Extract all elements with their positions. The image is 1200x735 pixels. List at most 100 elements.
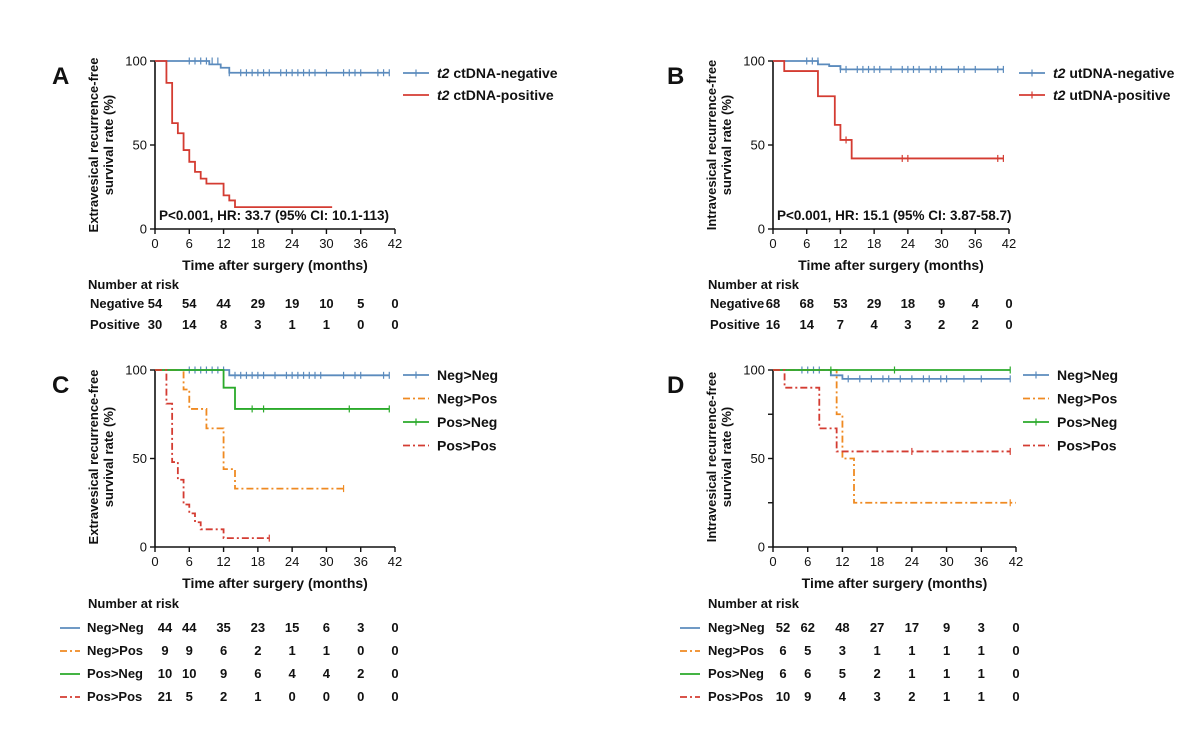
risk-table-title: Number at risk: [88, 277, 180, 292]
x-tick-label: 12: [833, 236, 847, 251]
risk-row-label: Positive: [710, 317, 760, 332]
panel-letter: B: [667, 63, 684, 90]
legend-label-rest: ctDNA-positive: [449, 87, 553, 103]
legend-label: t2 utDNA-positive: [1053, 87, 1171, 103]
risk-value: 3: [874, 689, 881, 704]
panel-d: D Intravesical recurrence-freesurvival ra…: [667, 363, 1118, 705]
risk-value: 6: [779, 666, 786, 681]
risk-value: 6: [804, 666, 811, 681]
risk-value: 6: [323, 620, 330, 635]
risk-value: 21: [158, 689, 172, 704]
stats-annotation: P<0.001, HR: 15.1 (95% CI: 3.87-58.7): [777, 208, 1012, 223]
y-tick-label: 100: [125, 363, 147, 378]
x-tick-label: 12: [216, 554, 230, 569]
x-tick-label: 0: [151, 236, 158, 251]
risk-value: 3: [357, 620, 364, 635]
risk-value: 0: [391, 620, 398, 635]
risk-value: 17: [905, 620, 919, 635]
risk-value: 1: [978, 643, 985, 658]
risk-value: 0: [391, 643, 398, 658]
x-tick-label: 30: [939, 554, 953, 569]
legend-label-italic: t2: [1053, 87, 1066, 103]
risk-value: 0: [323, 689, 330, 704]
legend-label: Neg>Neg: [437, 367, 498, 383]
km-curve-neg-neg: [773, 369, 1011, 380]
risk-value: 29: [251, 296, 265, 311]
x-tick-label: 36: [968, 236, 982, 251]
risk-value: 1: [943, 666, 950, 681]
risk-value: 3: [839, 643, 846, 658]
x-axis-label: Time after surgery (months): [802, 575, 988, 591]
risk-value: 0: [357, 689, 364, 704]
risk-value: 7: [837, 317, 844, 332]
x-tick-label: 18: [251, 236, 265, 251]
risk-value: 0: [1012, 689, 1019, 704]
risk-value: 27: [870, 620, 884, 635]
risk-value: 44: [216, 296, 231, 311]
risk-row-label: Negative: [710, 296, 764, 311]
x-tick-label: 6: [186, 236, 193, 251]
legend-label: Neg>Pos: [1057, 391, 1118, 407]
risk-value: 2: [220, 689, 227, 704]
risk-value: 48: [835, 620, 849, 635]
x-tick-label: 36: [353, 554, 367, 569]
risk-value: 4: [871, 317, 879, 332]
risk-table-title: Number at risk: [88, 596, 180, 611]
risk-row-label: Neg>Pos: [87, 643, 143, 658]
y-tick-label: 0: [140, 540, 147, 555]
km-curve-t2-ctdna-negative: [155, 60, 390, 74]
risk-row-label: Neg>Neg: [708, 620, 765, 635]
x-tick-label: 0: [151, 554, 158, 569]
risk-value: 30: [148, 317, 162, 332]
risk-value: 9: [220, 666, 227, 681]
risk-value: 9: [161, 643, 168, 658]
risk-value: 18: [901, 296, 915, 311]
risk-value: 0: [391, 666, 398, 681]
y-tick-label: 50: [751, 138, 765, 153]
x-tick-label: 6: [186, 554, 193, 569]
legend-label-italic: t2: [437, 87, 450, 103]
x-tick-label: 30: [319, 554, 333, 569]
km-curve-t2-ctdna-positive: [155, 60, 333, 209]
legend-label: Neg>Pos: [437, 391, 498, 407]
km-curve-t2-utdna-positive: [773, 60, 1004, 160]
y-axis-label-line: survival rate (%): [719, 407, 734, 507]
x-tick-label: 18: [867, 236, 881, 251]
x-tick-label: 24: [901, 236, 915, 251]
risk-value: 1: [289, 317, 296, 332]
y-axis-label: Intravesical recurrence-freesurvival rat…: [704, 372, 734, 543]
x-tick-label: 42: [388, 554, 402, 569]
legend-label-italic: t2: [437, 65, 450, 81]
risk-value: 0: [1012, 643, 1019, 658]
legend-label-rest: utDNA-positive: [1065, 87, 1170, 103]
risk-value: 0: [1005, 296, 1012, 311]
y-axis-label-line: Intravesical recurrence-free: [704, 60, 719, 231]
risk-table-title: Number at risk: [708, 596, 800, 611]
risk-value: 0: [391, 296, 398, 311]
x-tick-label: 42: [1009, 554, 1023, 569]
risk-value: 1: [874, 643, 881, 658]
km-curve-pos-neg: [155, 369, 390, 410]
x-axis-label: Time after surgery (months): [798, 257, 984, 273]
y-axis-label: Extravesical recurrence-freesurvival rat…: [86, 58, 116, 233]
risk-row-label: Neg>Neg: [87, 620, 144, 635]
x-axis-label: Time after surgery (months): [182, 575, 368, 591]
risk-value: 1: [323, 317, 330, 332]
km-curve-neg-pos: [155, 369, 344, 490]
x-tick-label: 30: [934, 236, 948, 251]
panel-b: B Intravesical recurrence-freesurvival ra…: [667, 54, 1175, 333]
y-tick-label: 0: [758, 222, 765, 237]
risk-value: 14: [182, 317, 197, 332]
x-tick-label: 42: [388, 236, 402, 251]
x-tick-label: 30: [319, 236, 333, 251]
risk-value: 4: [972, 296, 980, 311]
risk-value: 44: [182, 620, 197, 635]
legend-label: Pos>Neg: [1057, 414, 1117, 430]
y-tick-label: 100: [125, 54, 147, 69]
stats-annotation: P<0.001, HR: 33.7 (95% CI: 10.1-113): [159, 208, 389, 223]
y-axis-label-line: Intravesical recurrence-free: [704, 372, 719, 543]
risk-value: 1: [323, 643, 330, 658]
risk-value: 29: [867, 296, 881, 311]
